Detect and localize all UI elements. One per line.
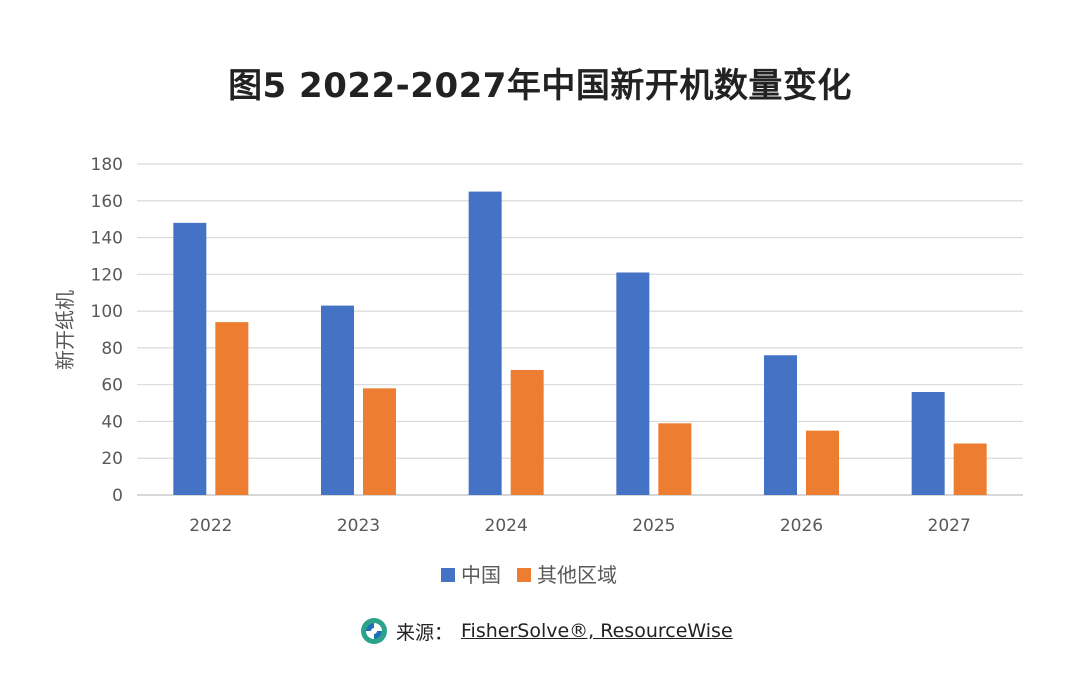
source-link[interactable]: FisherSolve®, ResourceWise — [461, 620, 733, 642]
y-tick-label: 160 — [91, 192, 123, 212]
bar-2027-china — [911, 392, 945, 495]
bar-2022-other — [215, 322, 249, 495]
x-tick-label: 2027 — [928, 516, 971, 536]
source-prefix: 来源： — [396, 621, 454, 644]
bar-2026-other — [806, 430, 839, 495]
resourcewise-logo-icon — [360, 617, 388, 645]
y-tick-label: 40 — [101, 412, 123, 432]
y-tick-label: 20 — [101, 449, 123, 469]
y-axis-label: 新开纸机 — [53, 290, 77, 370]
y-tick-label: 100 — [91, 302, 123, 322]
y-tick-label: 60 — [101, 376, 123, 396]
bar-2025-china — [616, 272, 650, 495]
bar-2022-china — [173, 222, 207, 495]
gridlines — [137, 163, 1023, 496]
x-tick-label: 2026 — [780, 516, 823, 536]
y-tick-label: 140 — [91, 229, 123, 249]
bar-2025-other — [658, 423, 692, 495]
legend: 中国 其他区域 — [441, 563, 617, 587]
x-tick-label: 2024 — [485, 516, 528, 536]
legend-label: 其他区域 — [537, 563, 617, 587]
y-tick-label: 80 — [101, 339, 123, 359]
y-tick-label: 180 — [91, 155, 123, 175]
x-tick-label: 2025 — [632, 516, 675, 536]
x-tick-label: 2023 — [337, 516, 380, 536]
bar-2024-china — [468, 191, 502, 496]
bar-2026-china — [764, 355, 797, 495]
bars — [173, 191, 987, 496]
chart-title: 图5 2022-2027年中国新开机数量变化 — [228, 66, 852, 106]
bar-2024-other — [510, 369, 544, 495]
x-tick-label: 2022 — [189, 516, 232, 536]
source-line: 来源： FisherSolve®, ResourceWise — [360, 616, 733, 646]
bar-2027-other — [953, 443, 987, 495]
y-tick-label: 120 — [91, 265, 123, 285]
legend-swatch — [517, 568, 531, 582]
bar-2023-other — [363, 388, 396, 495]
bar-2023-china — [321, 305, 354, 495]
y-tick-label: 0 — [112, 486, 123, 506]
x-axis-ticks: 2022 2023 2024 2025 2026 2027 — [189, 516, 971, 536]
y-axis-ticks: 0 20 40 60 80 100 120 140 160 180 — [91, 155, 123, 506]
legend-swatch — [441, 568, 455, 582]
legend-label: 中国 — [461, 563, 501, 587]
